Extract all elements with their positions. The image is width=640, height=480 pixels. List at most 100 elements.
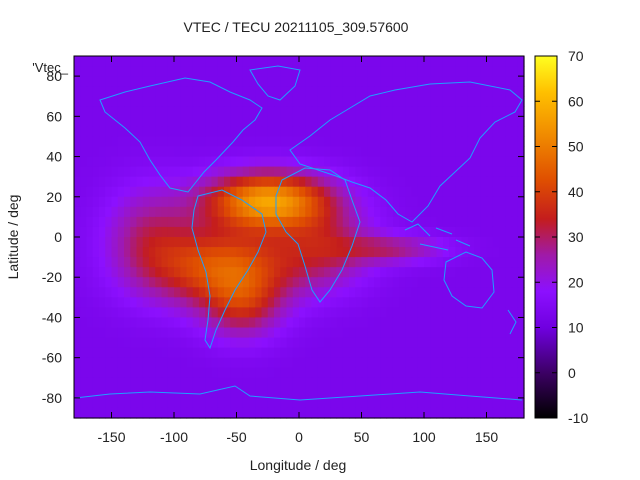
heatmap-cell [411, 277, 419, 288]
heatmap-cell [124, 56, 131, 67]
heatmap-cell [124, 317, 131, 329]
heatmap-cell [186, 397, 194, 409]
heatmap-cell [242, 357, 250, 369]
heatmap-cell [355, 66, 363, 77]
heatmap-cell [430, 397, 438, 409]
heatmap-cell [236, 257, 244, 268]
heatmap-cell [342, 56, 350, 67]
heatmap-cell [224, 166, 231, 178]
heatmap-cell [505, 176, 513, 188]
heatmap-cell [261, 186, 269, 198]
heatmap-cell [205, 367, 213, 379]
heatmap-cell [186, 327, 194, 339]
heatmap-cell [511, 407, 519, 419]
heatmap-cell [442, 66, 450, 77]
heatmap-cell [286, 367, 294, 379]
heatmap-cell [255, 136, 263, 148]
heatmap-cell [136, 247, 144, 258]
heatmap-cell [317, 317, 325, 329]
heatmap-cell [474, 327, 481, 339]
heatmap-cell [449, 297, 456, 308]
heatmap-cell [136, 327, 144, 339]
heatmap-cell [274, 216, 281, 228]
heatmap-cell [455, 126, 463, 138]
heatmap-cell [74, 287, 81, 298]
heatmap-cell [505, 156, 513, 168]
heatmap-cell [217, 226, 225, 238]
heatmap-cell [255, 237, 263, 248]
heatmap-cell [342, 237, 350, 248]
heatmap-cell [380, 66, 388, 77]
heatmap-cell [86, 186, 94, 198]
heatmap-cell [405, 226, 413, 238]
heatmap-cell [474, 397, 481, 409]
heatmap-cell [99, 56, 106, 67]
heatmap-cell [161, 226, 169, 238]
heatmap-cell [261, 86, 269, 97]
heatmap-cell [367, 397, 375, 409]
heatmap-cell [99, 237, 106, 248]
heatmap-cell [155, 166, 163, 178]
heatmap-cell [386, 136, 394, 148]
heatmap-cell [274, 226, 281, 238]
heatmap-cell [142, 237, 150, 248]
heatmap-cell [299, 96, 306, 107]
heatmap-cell [117, 166, 125, 178]
heatmap-cell [467, 96, 475, 107]
heatmap-cell [174, 357, 181, 369]
heatmap-cell [380, 257, 388, 268]
heatmap-cell [374, 216, 381, 228]
heatmap-cell [511, 267, 519, 278]
heatmap-cell [199, 407, 206, 419]
heatmap-cell [180, 176, 188, 188]
heatmap-cell [174, 206, 181, 218]
heatmap-cell [167, 156, 175, 168]
heatmap-cell [205, 257, 213, 268]
heatmap-cell [317, 216, 325, 228]
heatmap-cell [361, 106, 369, 117]
heatmap-cell [411, 337, 419, 349]
heatmap-cell [411, 86, 419, 97]
heatmap-cell [261, 247, 269, 258]
heatmap-cell [286, 237, 294, 248]
heatmap-cell [136, 66, 144, 77]
heatmap-cell [105, 307, 113, 319]
heatmap-cell [74, 76, 81, 87]
heatmap-cell [455, 116, 463, 127]
heatmap-cell [242, 226, 250, 238]
heatmap-cell [74, 317, 81, 329]
heatmap-cell [517, 247, 525, 258]
heatmap-cell [130, 327, 138, 339]
heatmap-cell [411, 377, 419, 389]
heatmap-cell [342, 247, 350, 258]
heatmap-cell [155, 317, 163, 329]
heatmap-cell [74, 367, 81, 379]
colorbar-tick-label: 70 [568, 48, 584, 64]
heatmap-cell [174, 407, 181, 419]
heatmap-cell [105, 96, 113, 107]
heatmap-cell [211, 216, 219, 228]
heatmap-cell [149, 337, 156, 349]
heatmap-cell [355, 196, 363, 208]
heatmap-cell [130, 297, 138, 308]
heatmap-cell [117, 397, 125, 409]
heatmap-cell [486, 226, 494, 238]
heatmap-cell [311, 277, 319, 288]
heatmap-cell [474, 86, 481, 97]
heatmap-cell [374, 86, 381, 97]
heatmap-cell [92, 337, 100, 349]
heatmap-cell [424, 106, 431, 117]
heatmap-cell [236, 287, 244, 298]
heatmap-cell [361, 66, 369, 77]
heatmap-cell [255, 166, 263, 178]
heatmap-cell [280, 96, 288, 107]
heatmap-cell [92, 56, 100, 67]
heatmap-cell [455, 166, 463, 178]
heatmap-cell [324, 237, 331, 248]
heatmap-cell [499, 247, 506, 258]
heatmap-cell [374, 116, 381, 127]
heatmap-cell [99, 317, 106, 329]
heatmap-cell [292, 317, 300, 329]
heatmap-cell [92, 247, 100, 258]
